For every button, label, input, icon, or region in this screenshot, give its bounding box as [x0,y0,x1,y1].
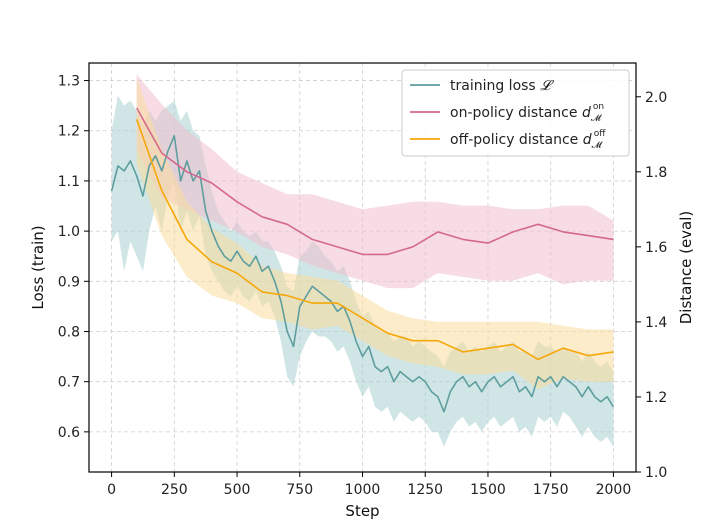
y-left-tick-label: 1.1 [58,174,80,190]
x-axis-ticks: 0 250 500 750 1000 1250 1500 1750 2000 [107,472,631,498]
y-right-tick-label: 1.6 [645,240,667,256]
y-right-tick-label: 1.4 [645,315,667,331]
x-axis-label: Step [345,502,379,520]
x-tick-label: 1250 [407,482,443,498]
series-lines [110,107,615,413]
legend-entry-math: d [583,132,592,148]
legend-entry-superscript: on [593,102,604,112]
y-left-axis-ticks: 0.6 0.7 0.8 0.9 1.0 1.1 1.2 1.3 [58,74,89,441]
x-tick-label: 1750 [533,482,569,498]
y-left-axis-label: Loss (train) [29,225,47,309]
training-loss-line [110,135,615,413]
legend-entry-subscript: 𝓜 [592,141,604,151]
y-right-tick-label: 1.8 [645,165,667,181]
x-tick-label: 1500 [470,482,506,498]
y-right-tick-label: 1.2 [645,390,667,406]
y-left-tick-label: 0.7 [58,375,80,391]
x-tick-label: 2000 [596,482,632,498]
y-left-tick-label: 1.2 [58,124,80,140]
x-tick-label: 250 [161,482,188,498]
x-tick-label: 500 [224,482,251,498]
confidence-bands [111,74,614,447]
legend-entry-label: training loss 𝓛 [450,78,554,94]
legend-entry-math: d [582,105,591,121]
legend-box [401,69,630,157]
x-tick-label: 750 [286,482,313,498]
on-policy-distance-line [136,107,614,256]
y-right-tick-label: 1.0 [645,465,667,481]
x-tick-label: 1000 [345,482,381,498]
y-left-tick-label: 0.9 [58,274,80,290]
legend-entry-label: off-policy distance d𝓜off [450,129,606,151]
on-policy-distance-band [136,74,614,289]
legend: training loss 𝓛 on-policy distance d𝓜on of… [401,69,630,157]
legend-entry-label: on-policy distance d𝓜on [450,102,604,124]
y-left-tick-label: 1.0 [58,224,80,240]
y-left-tick-label: 0.6 [58,425,80,441]
legend-entry-subscript: 𝓜 [591,114,603,124]
y-right-tick-label: 2.0 [645,90,667,106]
off-policy-distance-line [135,119,614,361]
x-tick-label: 0 [107,482,116,498]
y-right-axis-ticks: 1.0 1.2 1.4 1.6 1.8 2.0 [636,90,667,481]
y-left-tick-label: 0.8 [58,324,80,340]
off-policy-distance-band [136,78,614,390]
legend-entry-superscript: off [594,129,607,139]
y-left-tick-label: 1.3 [58,74,80,90]
y-right-axis-label: Distance (eval) [677,211,695,325]
